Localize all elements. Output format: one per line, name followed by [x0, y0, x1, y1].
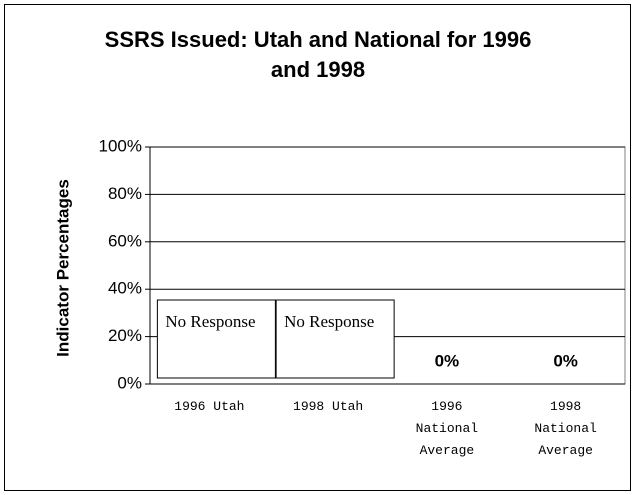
y-axis-label: Indicator Percentages [53, 179, 72, 357]
x-tick-label: 1996 National Average [415, 399, 479, 458]
annotation: No Response [165, 312, 256, 331]
y-tick-label: 20% [108, 326, 142, 345]
annotation-frame [275, 299, 395, 379]
x-tick-label: 1998 National Average [534, 399, 597, 458]
value-label: 0% [553, 351, 578, 370]
annotation-box: No Response [165, 312, 256, 331]
x-tick-label-box: 1996 Utah [174, 399, 245, 414]
y-tick-label: 40% [108, 279, 142, 298]
x-tick-label-box: 1998 National Average [534, 399, 597, 458]
x-tick-label-box: 1998 Utah [293, 399, 364, 414]
value-label: 0% [435, 351, 460, 370]
annotation: No Response [284, 312, 375, 331]
annotation-box: No Response [284, 312, 375, 331]
chart-title: SSRS Issued: Utah and National for 1996 … [104, 27, 532, 82]
y-tick-label: 60% [108, 231, 142, 250]
x-tick-label-box: 1996 National Average [415, 399, 479, 458]
x-tick-label: 1996 Utah [174, 399, 245, 414]
title-box: SSRS Issued: Utah and National for 1996 … [104, 27, 532, 82]
y-tick-label: 80% [108, 184, 142, 203]
y-tick-label: 100% [99, 136, 142, 155]
annotation-frame [156, 299, 276, 379]
y-tick-label: 0% [117, 373, 142, 392]
x-tick-label: 1998 Utah [293, 399, 364, 414]
